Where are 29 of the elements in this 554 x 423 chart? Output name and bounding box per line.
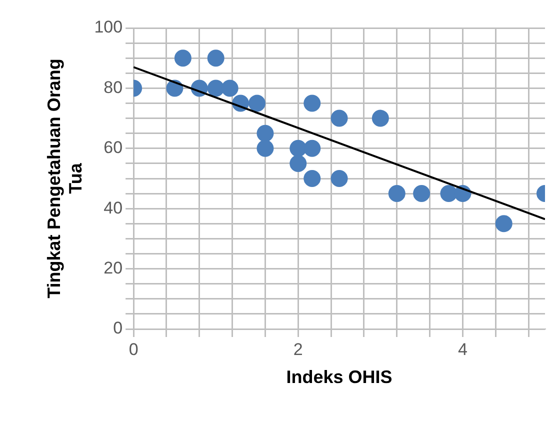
- point: [248, 94, 266, 112]
- point: [304, 94, 321, 112]
- point: [256, 124, 274, 142]
- point: [174, 50, 192, 67]
- y-tick-label: 80: [104, 78, 123, 97]
- point: [290, 154, 307, 172]
- point: [207, 80, 224, 97]
- y-tick-label: 20: [104, 258, 123, 278]
- point: [304, 140, 321, 157]
- point: [221, 80, 238, 97]
- x-tick-label: 2: [293, 340, 303, 359]
- point: [304, 170, 321, 187]
- point: [440, 185, 458, 202]
- point: [388, 185, 406, 202]
- y-tick-label: 60: [104, 138, 123, 158]
- point: [207, 50, 224, 67]
- x-axis-title: Indeks OHIS: [286, 367, 392, 388]
- point: [256, 140, 274, 157]
- point: [330, 110, 348, 127]
- y-axis-title: Tingkat Pengetahuan Orang Tua: [44, 58, 86, 298]
- x-tick-label: 4: [458, 340, 468, 359]
- point: [372, 110, 389, 127]
- y-tick-label: 40: [104, 198, 123, 218]
- point: [330, 170, 348, 187]
- point: [413, 185, 430, 202]
- y-tick-label: 100: [94, 18, 123, 37]
- y-tick-label: 0: [113, 318, 123, 338]
- point: [495, 215, 512, 232]
- x-tick-label: 0: [128, 340, 138, 359]
